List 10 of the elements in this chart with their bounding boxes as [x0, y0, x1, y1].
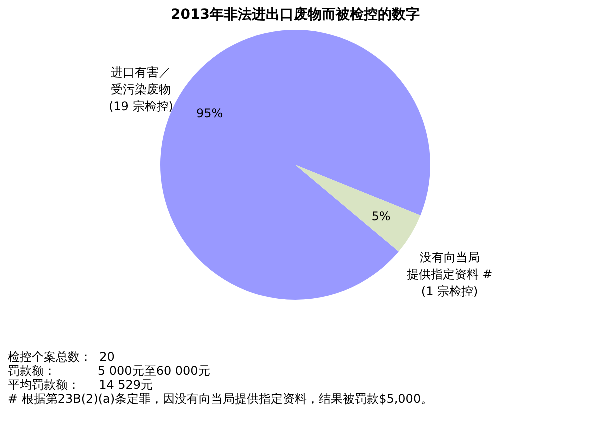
slice-label: 进口有害／受污染废物(19 宗检控) — [108, 65, 174, 114]
text: 平均罚款额： 14 529元 — [8, 378, 154, 392]
text: 罚款额： 5 000元至60 000元 — [8, 364, 212, 378]
data-label: 5% — [372, 210, 391, 224]
data-label: 95% — [196, 106, 224, 120]
chart-title: 2013年非法进出口废物而被检控的数字 — [171, 6, 420, 23]
text: # 根据第23B(2)(a)条定罪，因没有向当局提供指定资料，结果被罚款$5,000。 — [8, 392, 434, 406]
slice-label: 没有向当局提供指定资料 #(1 宗检控) — [406, 250, 493, 299]
pie-slice — [296, 165, 421, 252]
text: 检控个案总数： 20 — [8, 350, 116, 364]
